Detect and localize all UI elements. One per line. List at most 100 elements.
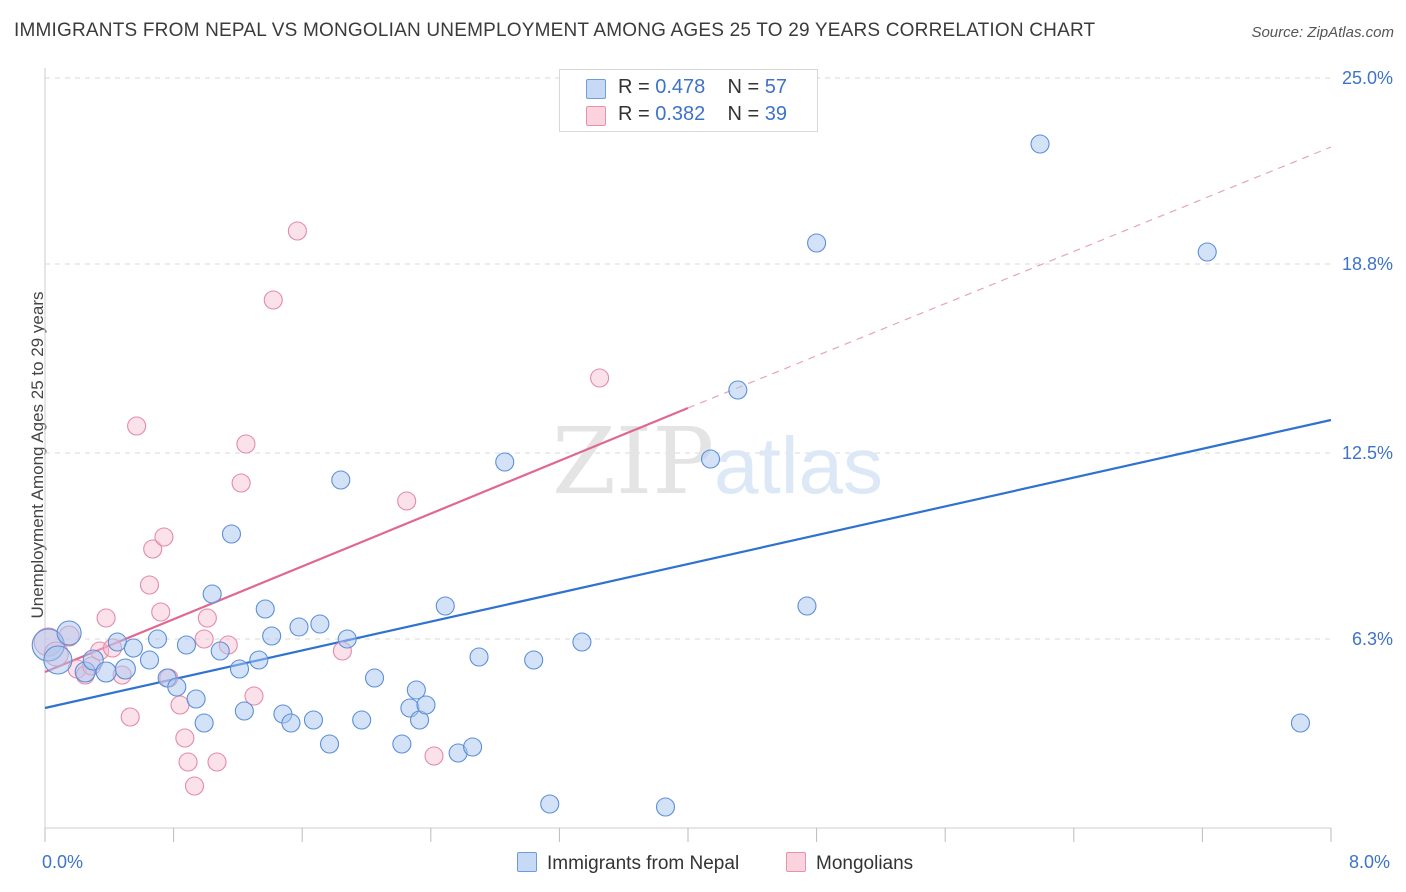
point-mongolians-17 xyxy=(170,695,190,715)
point-nepal-12 xyxy=(167,677,187,697)
point-nepal-48 xyxy=(700,449,721,469)
watermark-zip: ZIP xyxy=(552,408,714,515)
point-nepal-5 xyxy=(95,661,117,683)
watermark: ZIP atlas xyxy=(552,408,883,515)
point-nepal-41 xyxy=(463,737,483,757)
point-nepal-29 xyxy=(319,734,340,754)
data-points xyxy=(31,134,1311,817)
point-nepal-6 xyxy=(107,632,127,652)
point-nepal-44 xyxy=(524,650,544,670)
legend-r-label: R = xyxy=(618,76,650,98)
point-mongolians-19 xyxy=(178,752,198,772)
point-nepal-36 xyxy=(406,680,426,700)
x-tick-max: 8.0% xyxy=(1349,852,1391,872)
series-label-nepal: Immigrants from Nepal xyxy=(547,853,740,874)
point-nepal-28 xyxy=(310,614,330,634)
point-nepal-10 xyxy=(147,629,168,649)
point-nepal-32 xyxy=(352,710,372,730)
y-tick-label-2: 18.8% xyxy=(1342,254,1393,274)
point-mongolians-21 xyxy=(194,629,214,649)
legend-n-label: N = xyxy=(727,76,760,98)
point-nepal-9 xyxy=(139,650,160,670)
series-swatch-nepal xyxy=(517,852,537,872)
point-mongolians-10 xyxy=(120,707,140,727)
point-mongolians-23 xyxy=(207,752,227,772)
point-mongolians-15 xyxy=(154,527,174,547)
y-tick-label-0: 6.3% xyxy=(1352,629,1393,649)
watermark-atlas: atlas xyxy=(714,421,883,510)
point-nepal-21 xyxy=(249,650,269,670)
chart-title: IMMIGRANTS FROM NEPAL VS MONGOLIAN UNEMP… xyxy=(14,20,1096,41)
legend-n-label: N = xyxy=(727,103,760,125)
legend-r-value-mongolians: 0.382 xyxy=(655,103,706,125)
point-nepal-1 xyxy=(43,645,73,675)
point-nepal-34 xyxy=(392,734,412,754)
point-nepal-20 xyxy=(234,701,254,721)
point-nepal-33 xyxy=(364,668,385,688)
legend-n-value-mongolians: 39 xyxy=(764,103,788,125)
point-nepal-49 xyxy=(728,380,748,400)
source-label: Source: ZipAtlas.com xyxy=(1251,24,1394,41)
point-nepal-13 xyxy=(176,635,197,655)
point-mongolians-20 xyxy=(184,776,205,796)
point-nepal-51 xyxy=(807,233,827,253)
point-mongolians-7 xyxy=(96,608,116,628)
point-mongolians-12 xyxy=(139,575,160,595)
point-mongolians-11 xyxy=(127,416,147,436)
trend-line-mongolians-extension xyxy=(687,146,1332,409)
axes xyxy=(44,68,1332,842)
point-nepal-2 xyxy=(56,620,82,646)
point-nepal-38 xyxy=(416,695,436,715)
legend-r-label: R = xyxy=(618,103,650,125)
point-mongolians-29 xyxy=(287,221,307,241)
point-nepal-53 xyxy=(1197,242,1217,262)
point-mongolians-26 xyxy=(236,434,256,454)
point-nepal-26 xyxy=(289,617,309,637)
legend-swatch-nepal xyxy=(586,79,606,99)
point-nepal-46 xyxy=(572,632,592,652)
point-nepal-31 xyxy=(337,629,357,649)
point-nepal-42 xyxy=(469,647,489,667)
point-nepal-52 xyxy=(1030,134,1050,154)
y-tick-label-1: 12.5% xyxy=(1342,443,1393,463)
point-nepal-54 xyxy=(1290,713,1311,733)
point-mongolians-31 xyxy=(397,491,417,511)
point-mongolians-33 xyxy=(590,368,610,388)
point-nepal-17 xyxy=(210,641,230,661)
point-mongolians-22 xyxy=(197,608,217,628)
point-mongolians-14 xyxy=(151,602,171,622)
point-mongolians-32 xyxy=(424,746,444,766)
point-nepal-27 xyxy=(303,710,324,730)
point-nepal-23 xyxy=(262,626,282,646)
point-nepal-7 xyxy=(114,658,136,680)
y-tick-labels: 6.3% 12.5% 18.8% 25.0% xyxy=(1342,68,1393,649)
legend-swatch-mongolians xyxy=(586,106,606,126)
point-nepal-18 xyxy=(221,524,242,544)
series-label-mongolians: Mongolians xyxy=(816,853,914,874)
point-nepal-16 xyxy=(202,584,222,604)
series-legend-nepal[interactable]: Immigrants from Nepal xyxy=(517,852,739,875)
point-nepal-19 xyxy=(229,659,250,679)
x-tick-min: 0.0% xyxy=(42,852,84,872)
point-nepal-22 xyxy=(255,599,275,619)
point-nepal-25 xyxy=(281,713,301,733)
point-nepal-50 xyxy=(797,596,817,616)
point-mongolians-25 xyxy=(231,473,251,493)
point-mongolians-18 xyxy=(175,728,195,748)
point-mongolians-13 xyxy=(143,539,163,559)
y-tick-label-3: 25.0% xyxy=(1342,68,1393,88)
point-nepal-39 xyxy=(435,596,455,616)
point-nepal-15 xyxy=(194,713,214,733)
point-nepal-47 xyxy=(655,797,676,817)
correlation-legend: R = 0.478 N = 57 R = 0.382 N = 39 xyxy=(559,69,818,132)
legend-n-value-nepal: 57 xyxy=(764,76,788,98)
point-nepal-30 xyxy=(331,470,351,490)
point-nepal-14 xyxy=(186,689,206,709)
point-nepal-8 xyxy=(123,638,143,658)
trend-line-mongolians xyxy=(44,406,689,674)
series-swatch-mongolians xyxy=(786,852,806,872)
series-legend-mongolians[interactable]: Mongolians xyxy=(786,852,913,875)
point-mongolians-27 xyxy=(244,686,264,706)
grid-lines xyxy=(45,77,1331,640)
